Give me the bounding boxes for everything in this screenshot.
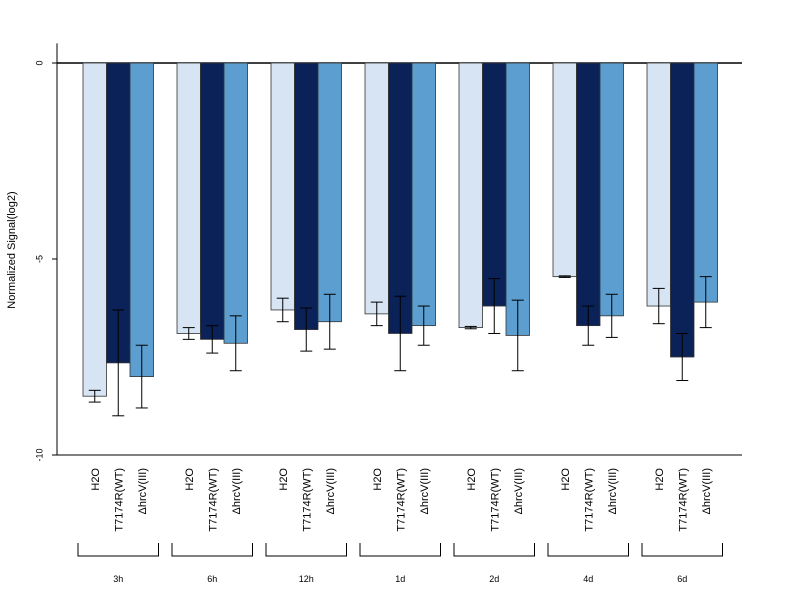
category-label: H2O bbox=[466, 468, 478, 491]
category-label: T7174R(WT) bbox=[583, 468, 595, 532]
group-label: 2d bbox=[489, 574, 499, 584]
category-label: H2O bbox=[184, 468, 196, 491]
category-label: H2O bbox=[560, 468, 572, 491]
group-bracket bbox=[453, 543, 535, 557]
group-label: 4d bbox=[583, 574, 593, 584]
bar bbox=[482, 62, 507, 307]
category-label: ΔhrcV(III) bbox=[137, 468, 149, 514]
group-bracket bbox=[77, 543, 159, 557]
group-bracket bbox=[359, 543, 441, 557]
bar bbox=[576, 62, 601, 327]
bar bbox=[270, 62, 295, 311]
bar bbox=[364, 62, 389, 315]
bars-layer bbox=[82, 62, 718, 397]
group-bracket bbox=[265, 543, 347, 557]
bar bbox=[411, 62, 436, 327]
y-axis-title: Normalized Signal(log2) bbox=[6, 191, 18, 308]
bar bbox=[505, 62, 530, 336]
group-label: 6d bbox=[677, 574, 687, 584]
group-bracket bbox=[641, 543, 723, 557]
bar bbox=[670, 62, 695, 358]
bar bbox=[200, 62, 225, 340]
bar bbox=[646, 62, 671, 307]
y-tick-label: -5 bbox=[34, 255, 44, 263]
labels-layer: Normalized Signal(log2) H2O T7174R(WT) Δhrc… bbox=[6, 191, 723, 584]
group-bracket bbox=[171, 543, 253, 557]
bar bbox=[82, 62, 107, 397]
bar bbox=[129, 62, 154, 378]
bar bbox=[294, 62, 319, 330]
error-bars-layer bbox=[88, 275, 712, 417]
bar bbox=[317, 62, 342, 323]
category-label: ΔhrcV(III) bbox=[607, 468, 619, 514]
group-label: 6h bbox=[207, 574, 217, 584]
bar bbox=[388, 62, 413, 334]
category-label: ΔhrcV(III) bbox=[231, 468, 243, 514]
category-label: T7174R(WT) bbox=[301, 468, 313, 532]
category-label: H2O bbox=[372, 468, 384, 491]
category-label: H2O bbox=[654, 468, 666, 491]
bar bbox=[223, 62, 248, 344]
group-label: 3h bbox=[113, 574, 123, 584]
category-label: T7174R(WT) bbox=[395, 468, 407, 532]
category-label: T7174R(WT) bbox=[677, 468, 689, 532]
y-tick-label: 0 bbox=[34, 60, 44, 65]
bar bbox=[458, 62, 483, 329]
category-label: H2O bbox=[278, 468, 290, 491]
group-bracket bbox=[547, 543, 629, 557]
y-tick-label: -10 bbox=[34, 448, 44, 461]
bar bbox=[176, 62, 201, 334]
group-label: 1d bbox=[395, 574, 405, 584]
category-label: H2O bbox=[90, 468, 102, 491]
bar bbox=[599, 62, 624, 317]
category-label: ΔhrcV(III) bbox=[701, 468, 713, 514]
category-label: ΔhrcV(III) bbox=[419, 468, 431, 514]
category-label: ΔhrcV(III) bbox=[513, 468, 525, 514]
category-label: ΔhrcV(III) bbox=[325, 468, 337, 514]
category-label: T7174R(WT) bbox=[489, 468, 501, 532]
category-label: T7174R(WT) bbox=[207, 468, 219, 532]
group-label: 12h bbox=[299, 574, 314, 584]
bar bbox=[552, 62, 577, 278]
category-label: T7174R(WT) bbox=[113, 468, 125, 532]
bar bbox=[693, 62, 718, 303]
